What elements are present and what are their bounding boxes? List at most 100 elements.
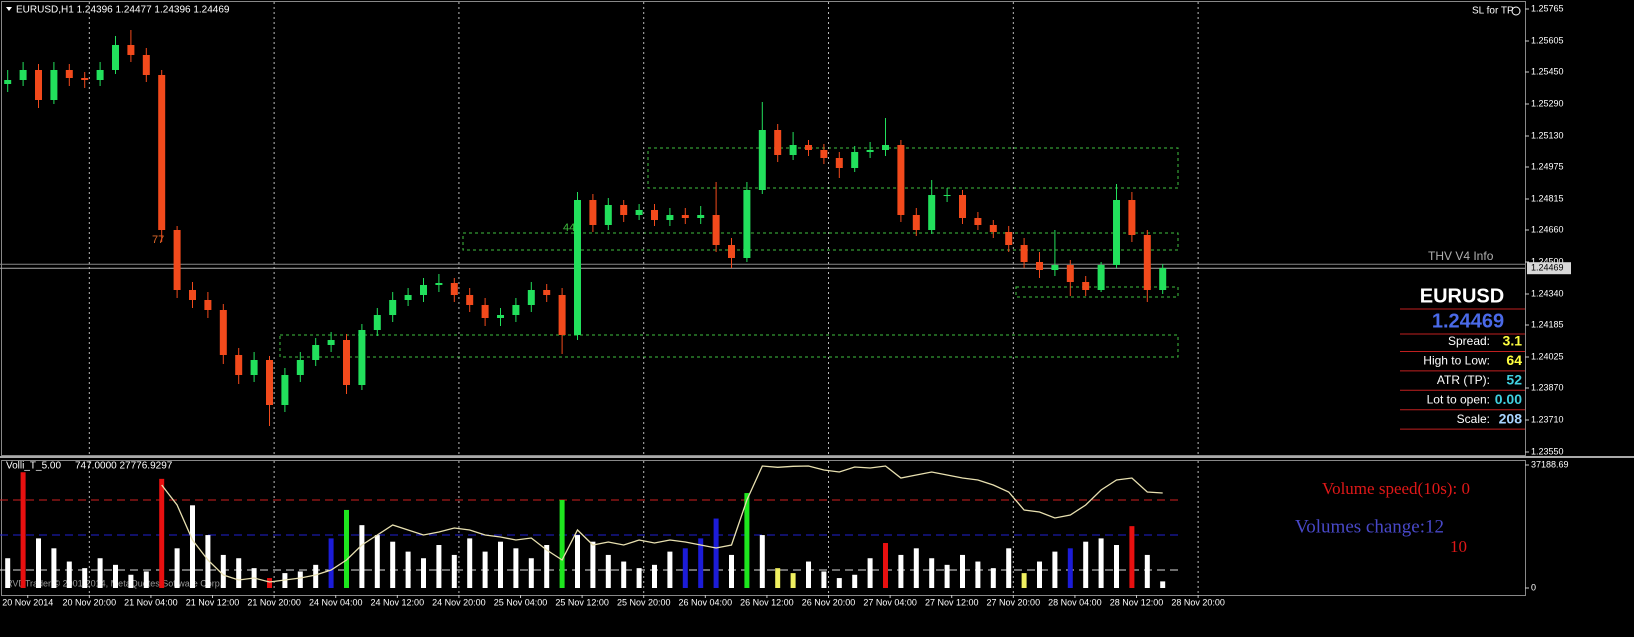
candle-body: [373, 315, 381, 330]
candle-body: [389, 300, 397, 315]
candle-body: [1051, 265, 1059, 270]
candle-body: [805, 145, 812, 150]
menu-arrow[interactable]: [6, 7, 12, 11]
current-price-box: [1527, 262, 1571, 275]
info-value: 52: [1506, 372, 1522, 388]
info-label: High to Low:: [1423, 354, 1490, 368]
candle-body: [774, 130, 782, 155]
volume-bar: [790, 573, 796, 588]
y-tick-label: 1.24660: [1531, 224, 1564, 234]
volume-bar: [421, 558, 426, 588]
volume-bar: [143, 571, 149, 588]
info-title: THV V4 Info: [1428, 249, 1494, 263]
candle-body: [158, 75, 166, 230]
candle-body: [420, 285, 427, 295]
x-tick-label: 24 Nov 04:00: [309, 597, 363, 607]
y-tick-label: 1.24025: [1531, 351, 1564, 361]
candle-body: [35, 70, 42, 100]
candle-body: [835, 158, 843, 168]
candle-body: [481, 305, 489, 318]
volume-bar: [806, 561, 811, 588]
volume-bar: [359, 525, 365, 588]
x-tick-label: 21 Nov 20:00: [247, 597, 301, 607]
volume-bar: [344, 509, 349, 588]
volume-panel-frame: [1, 460, 1526, 596]
candle-body: [466, 295, 474, 305]
candle-body: [866, 150, 874, 152]
info-label: Lot to open:: [1427, 392, 1490, 406]
volume-bar: [590, 541, 596, 588]
x-tick-label: 27 Nov 04:00: [863, 597, 917, 607]
y-tick-label: 1.25765: [1531, 3, 1564, 13]
x-tick-label: 21 Nov 04:00: [124, 597, 178, 607]
volume-bar: [190, 505, 195, 588]
volume-bar: [1037, 561, 1042, 588]
info-label: Scale:: [1457, 412, 1490, 426]
candle-body: [1082, 282, 1090, 290]
volume-bar: [1083, 541, 1089, 588]
volume-bar: [621, 561, 627, 588]
volume-bar: [544, 545, 550, 588]
volume-bar: [66, 561, 72, 588]
volume-bar: [51, 548, 57, 588]
y-tick-label: 1.25605: [1531, 35, 1564, 45]
volume-bar: [990, 568, 996, 588]
candle-body: [358, 330, 366, 385]
x-tick-label: 27 Nov 20:00: [987, 597, 1041, 607]
zone: [279, 334, 1179, 358]
candle-body: [250, 360, 258, 375]
volume-bar: [36, 538, 41, 588]
candle-body: [527, 290, 535, 305]
y-tick-label: 1.25290: [1531, 98, 1564, 108]
candle-body: [697, 215, 705, 218]
volume-bar: [498, 541, 503, 588]
annotation: 77: [152, 234, 164, 246]
volume-bar: [5, 558, 11, 588]
volume-bar: [436, 545, 442, 588]
candle-body: [204, 300, 212, 310]
volume-bar: [913, 548, 919, 588]
volumes-change-value: 10: [1450, 537, 1467, 556]
x-tick-label: 25 Nov 12:00: [555, 597, 609, 607]
smiley-icon: [1511, 6, 1521, 16]
candle-body: [851, 152, 859, 168]
volume-speed: Volume speed(10s): 0: [1322, 479, 1470, 498]
y-tick-label: 1.23710: [1531, 414, 1564, 424]
zone: [647, 147, 1179, 189]
candle-body: [327, 340, 335, 345]
y-tick-label: 1.25130: [1531, 130, 1564, 140]
volume-bar: [1052, 551, 1058, 588]
y-tick-label: 1.23550: [1531, 446, 1564, 456]
volume-bar: [390, 541, 396, 588]
volume-bar: [482, 551, 488, 588]
y-tick-label: 1.24500: [1531, 256, 1564, 266]
volume-bar: [128, 574, 134, 588]
volume-bar: [328, 538, 334, 588]
x-tick-label: 28 Nov 20:00: [1171, 597, 1225, 607]
candle-body: [343, 340, 350, 385]
volume-bar: [159, 478, 165, 588]
symbol-info: EURUSD,H1 1.24396 1.24477 1.24396 1.2446…: [16, 5, 230, 16]
candle-body: [589, 200, 597, 225]
y-tick-label: 1.24975: [1531, 161, 1564, 171]
candle-body: [112, 45, 119, 70]
candle-body: [959, 195, 966, 218]
volume-bar: [267, 578, 272, 588]
candle-body: [189, 290, 196, 300]
candle-body: [1005, 232, 1013, 245]
volume-bar: [405, 551, 411, 588]
info-label: ATR (TP):: [1437, 373, 1490, 387]
candle-body: [681, 215, 689, 218]
volume-bar: [636, 568, 642, 588]
candle-body: [281, 375, 289, 405]
current-price-label: 1.24469: [1531, 263, 1564, 273]
volume-bar: [1114, 545, 1119, 588]
candle-body: [142, 55, 150, 75]
volume-bar: [836, 578, 842, 588]
x-tick-label: 24 Nov 12:00: [371, 597, 425, 607]
volume-bar: [975, 561, 981, 588]
volume-bar: [575, 535, 580, 588]
candle-body: [974, 218, 982, 225]
candle-body: [266, 360, 273, 405]
